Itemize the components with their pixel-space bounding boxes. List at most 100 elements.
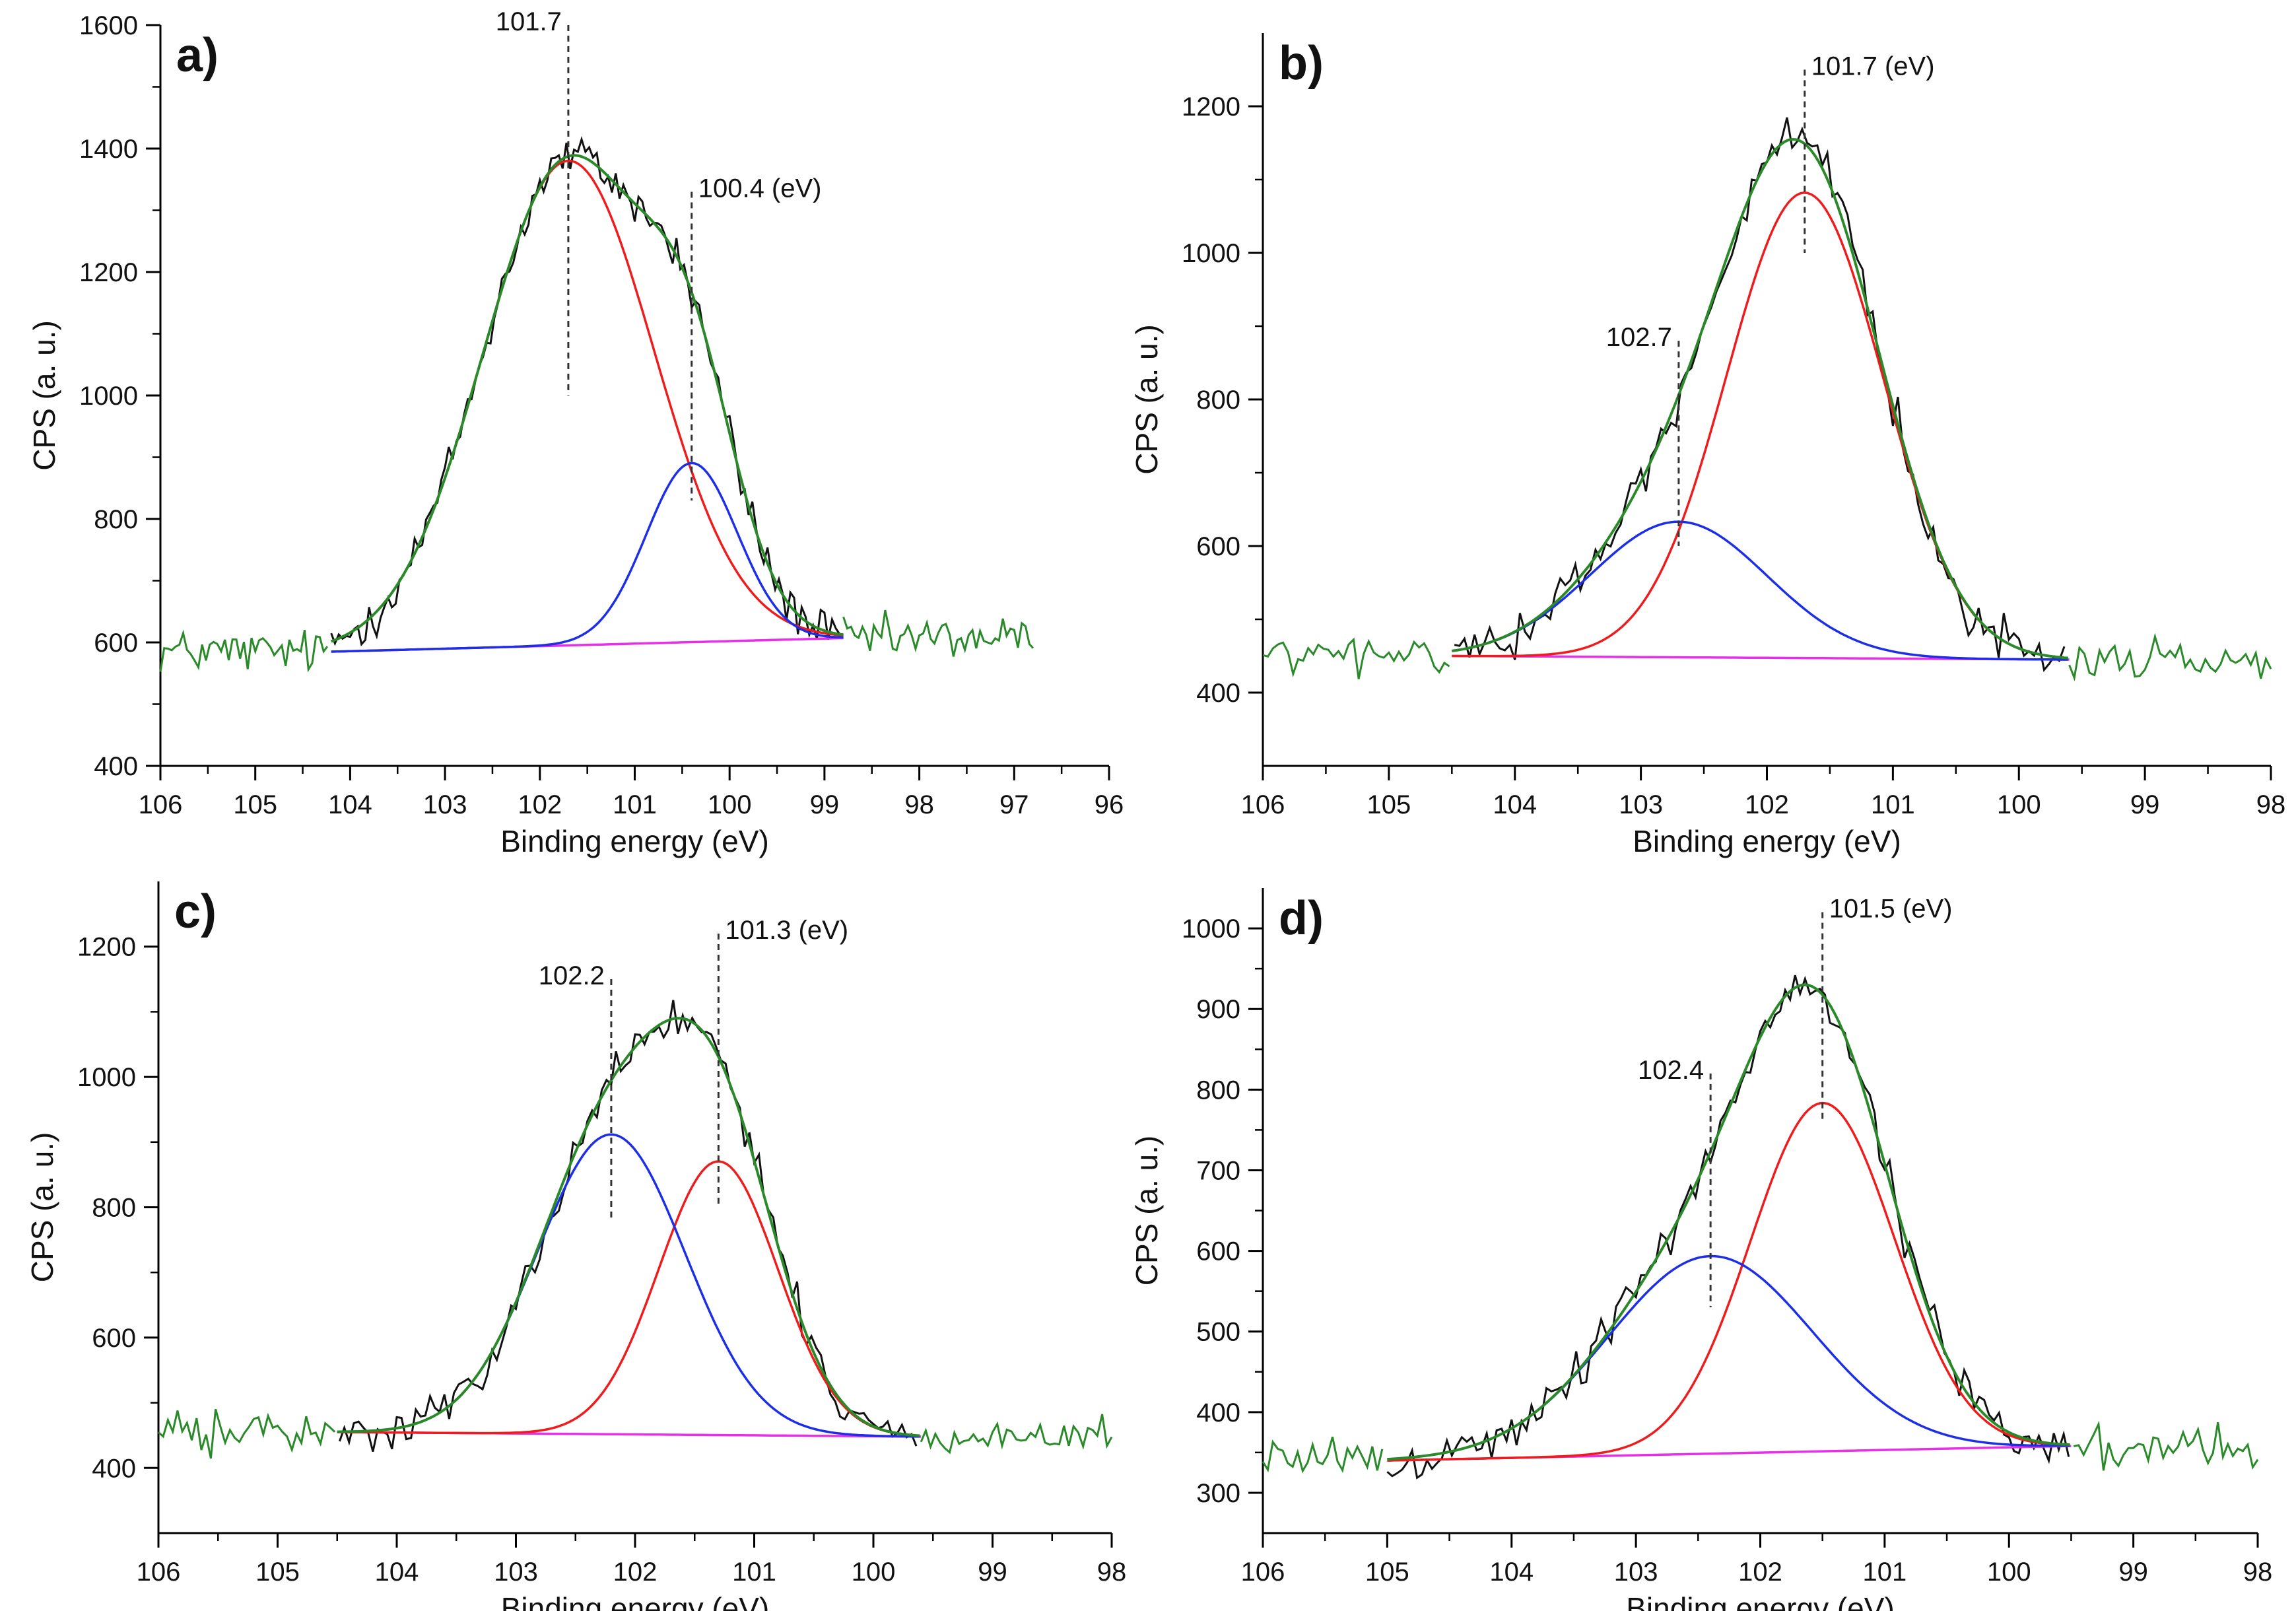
x-tick-label: 101 (613, 790, 657, 819)
fit-component-blue (331, 462, 844, 653)
y-tick-label: 1200 (77, 933, 136, 962)
x-tick-label: 105 (1365, 1558, 1409, 1587)
x-tick-label: 100 (1987, 1558, 2031, 1587)
peak-label: 101.7 (496, 7, 562, 36)
y-tick-label: 900 (1196, 995, 1240, 1024)
panel-label: b) (1279, 37, 1324, 90)
fit-component-blue (1387, 1254, 2070, 1460)
x-tick-label: 96 (1095, 790, 1124, 819)
y-tick-label: 1200 (79, 258, 138, 287)
fit-component-red (1452, 191, 2068, 660)
x-tick-label: 98 (1097, 1558, 1127, 1587)
x-tick-label: 99 (978, 1558, 1007, 1587)
peak-label: 102.2 (539, 961, 605, 990)
fit-component-blue (1452, 520, 2068, 661)
panel-c: 106 105 104 103 102 101 100 99 98 400 600 800 1000 12… (25, 881, 1126, 1611)
panel-label: a) (176, 29, 219, 82)
peak-label: 101.3 (eV) (725, 916, 848, 945)
raw-spectrum-wing-left (1262, 1436, 1384, 1474)
panel-label: d) (1279, 892, 1324, 945)
x-tick-label: 98 (2256, 790, 2286, 819)
raw-spectrum-wing-left (159, 629, 329, 673)
x-tick-label: 99 (2118, 1558, 2148, 1587)
y-tick-label: 800 (1196, 386, 1240, 415)
y-tick-label: 800 (1196, 1076, 1240, 1105)
raw-spectrum-wing-left (1262, 637, 1450, 679)
y-tick-label: 300 (1196, 1479, 1240, 1508)
x-tick-label: 102 (518, 790, 562, 819)
x-axis-title: Binding energy (eV) (1633, 824, 1901, 858)
x-tick-label: 101 (1863, 1558, 1907, 1587)
x-tick-label: 105 (233, 790, 277, 819)
x-tick-label: 98 (2243, 1558, 2273, 1587)
y-tick-label: 400 (92, 1454, 136, 1483)
x-tick-label: 100 (1997, 790, 2041, 819)
x-tick-label: 101 (732, 1558, 776, 1587)
fit-envelope (331, 154, 844, 643)
x-tick-label: 105 (1367, 790, 1411, 819)
raw-spectrum (1454, 117, 2066, 672)
y-tick-label: 600 (94, 629, 138, 658)
x-axis-title: Binding energy (eV) (500, 824, 769, 858)
y-tick-label: 400 (1196, 1398, 1240, 1427)
x-tick-label: 103 (1619, 790, 1663, 819)
x-axis-title: Binding energy (eV) (1626, 1591, 1895, 1611)
raw-spectrum (330, 135, 841, 647)
y-tick-label: 1600 (79, 11, 138, 40)
y-axis-title: CPS (a. u.) (25, 1132, 59, 1283)
x-tick-label: 99 (810, 790, 840, 819)
x-tick-label: 102 (1745, 790, 1789, 819)
y-tick-label: 600 (1196, 532, 1240, 561)
y-tick-label: 1000 (77, 1063, 136, 1092)
x-tick-label: 104 (328, 790, 372, 819)
panel-d: 106 105 104 103 102 101 100 99 98 300 400 500 600 700… (1130, 888, 2272, 1611)
x-tick-label: 104 (1493, 790, 1537, 819)
raw-spectrum-wing-right (2068, 633, 2272, 682)
fit-envelope (1387, 983, 2070, 1461)
panel-b: 106 105 104 103 102 101 100 99 98 400 600 800 1000 12… (1130, 33, 2285, 858)
x-tick-label: 106 (139, 790, 183, 819)
y-axis-title: CPS (a. u.) (1130, 1136, 1164, 1286)
y-axis-title: CPS (a. u.) (27, 320, 61, 471)
x-tick-label: 97 (999, 790, 1029, 819)
panel-a: 106 105 104 103 102 101 100 99 98 97 96 400 600 800 10… (27, 7, 1124, 858)
peak-label: 101.7 (eV) (1811, 52, 1935, 81)
y-tick-label: 1400 (79, 135, 138, 164)
raw-spectrum-wing-right (2073, 1420, 2259, 1471)
fit-component-red (337, 1160, 920, 1437)
y-tick-label: 1000 (1182, 239, 1240, 268)
y-tick-label: 800 (94, 505, 138, 534)
y-tick-label: 1000 (79, 382, 138, 411)
x-tick-label: 103 (1614, 1558, 1658, 1587)
x-tick-label: 102 (1738, 1558, 1782, 1587)
x-tick-label: 101 (1871, 790, 1915, 819)
y-tick-label: 600 (1196, 1237, 1240, 1266)
y-tick-label: 700 (1196, 1156, 1240, 1185)
y-tick-label: 400 (94, 752, 138, 781)
panel-label: c) (174, 885, 217, 938)
raw-spectrum-wing-right (920, 1414, 1113, 1455)
peak-label: 102.7 (1606, 323, 1672, 352)
fit-envelope (1452, 137, 2068, 660)
x-tick-label: 105 (255, 1558, 300, 1587)
x-tick-label: 106 (137, 1558, 181, 1587)
x-tick-label: 104 (375, 1558, 419, 1587)
peak-label: 102.4 (1638, 1056, 1704, 1085)
fit-envelope (337, 1017, 920, 1437)
y-tick-label: 500 (1196, 1318, 1240, 1347)
raw-spectrum (338, 1000, 918, 1452)
raw-spectrum-wing-left (158, 1408, 336, 1459)
y-tick-label: 400 (1196, 679, 1240, 708)
x-axis-title: Binding energy (eV) (501, 1591, 770, 1611)
x-tick-label: 106 (1241, 1558, 1285, 1587)
x-tick-label: 98 (904, 790, 934, 819)
x-tick-label: 100 (852, 1558, 896, 1587)
x-tick-label: 99 (2130, 790, 2160, 819)
fit-component-red (1387, 1101, 2070, 1462)
y-tick-label: 1200 (1182, 92, 1240, 121)
x-tick-label: 102 (613, 1558, 658, 1587)
fit-component-red (331, 159, 844, 643)
x-tick-label: 103 (494, 1558, 538, 1587)
x-tick-label: 100 (708, 790, 752, 819)
